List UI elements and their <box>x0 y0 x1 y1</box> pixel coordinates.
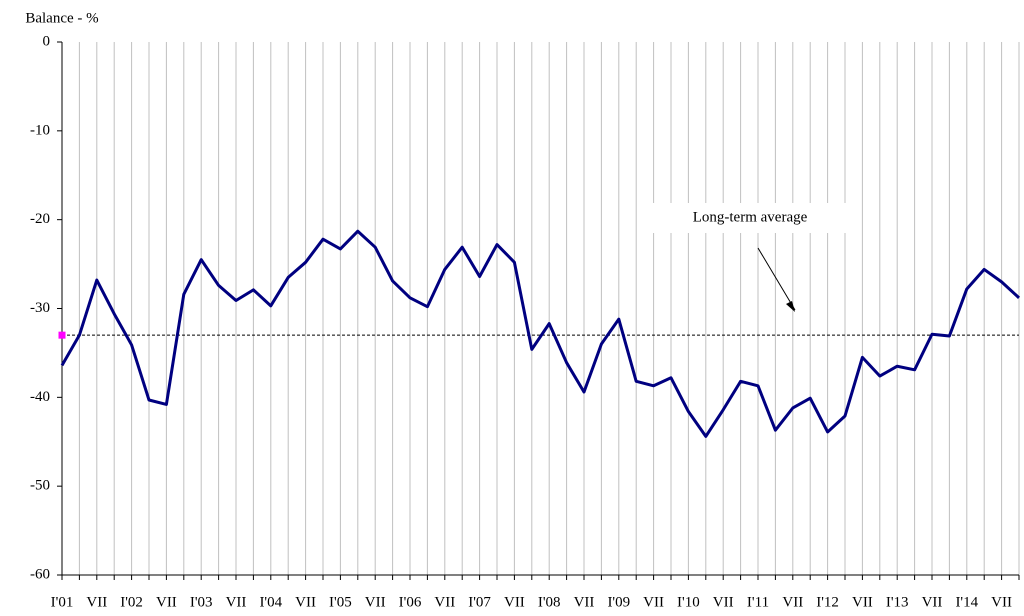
x-tick-label: VII <box>643 594 664 610</box>
x-tick-label: I'13 <box>886 594 909 610</box>
x-tick-label: VII <box>365 594 386 610</box>
annotation: Long-term average <box>693 209 808 225</box>
x-tick-label: I'04 <box>259 594 282 610</box>
x-tick-label: VII <box>434 594 455 610</box>
x-tick-label: VII <box>156 594 177 610</box>
x-tick-label: I'06 <box>399 594 422 610</box>
y-tick-label: -40 <box>30 389 50 405</box>
x-tick-label: I'05 <box>329 594 352 610</box>
data-line <box>60 229 1021 438</box>
y-tick-label: -10 <box>30 122 50 138</box>
average-marker <box>58 331 66 339</box>
x-tick-label: VII <box>922 594 943 610</box>
x-tick-label: I'03 <box>190 594 213 610</box>
y-tick-label: -60 <box>30 566 50 582</box>
y-tick-label: -30 <box>30 300 50 316</box>
x-tick-label: VII <box>86 594 107 610</box>
x-tick-label: VII <box>713 594 734 610</box>
x-tick-label: I'10 <box>677 594 700 610</box>
annotation-arrow <box>757 247 796 311</box>
x-tick-label: VII <box>504 594 525 610</box>
annotation-bg <box>645 203 855 233</box>
x-tick-label: I'11 <box>747 594 769 610</box>
x-tick-label: I'02 <box>120 594 143 610</box>
x-tick-label: I'07 <box>468 594 491 610</box>
x-tick-label: I'09 <box>607 594 630 610</box>
x-tick-label: I'01 <box>51 594 74 610</box>
x-tick-label: VII <box>574 594 595 610</box>
x-tick-label: VII <box>852 594 873 610</box>
x-tick-label: I'12 <box>816 594 839 610</box>
y-axis-label: Balance - % <box>25 10 98 26</box>
x-tick-label: I'08 <box>538 594 561 610</box>
y-tick-label: 0 <box>43 33 51 49</box>
x-tick-label: VII <box>782 594 803 610</box>
y-tick-label: -20 <box>30 211 50 227</box>
x-tick-label: I'14 <box>955 594 978 610</box>
x-tick-label: VII <box>295 594 316 610</box>
x-tick-label: VII <box>991 594 1012 610</box>
x-tick-label: VII <box>226 594 247 610</box>
arrow-head <box>786 301 795 312</box>
y-tick-label: -50 <box>30 478 50 494</box>
